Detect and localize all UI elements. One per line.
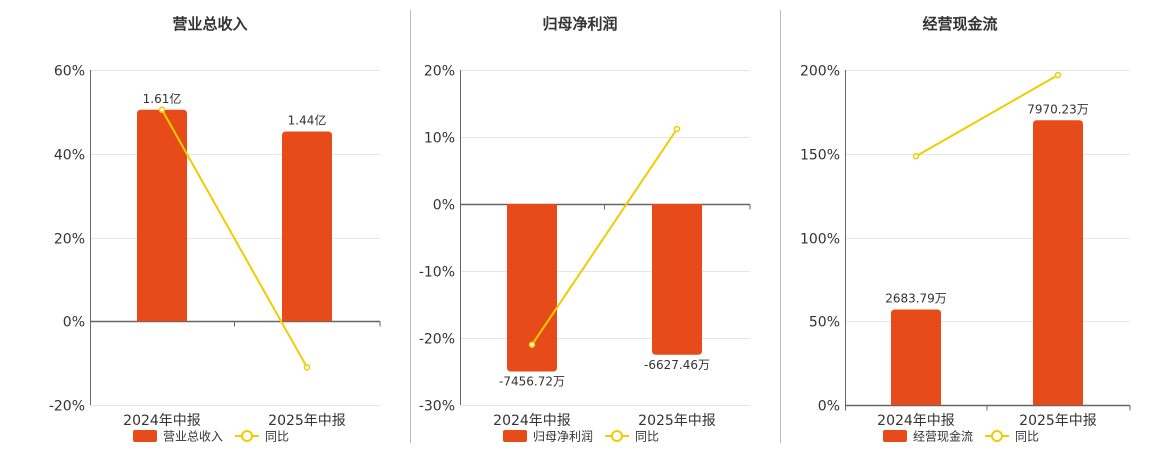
yoy-point <box>303 364 311 371</box>
yoy-line <box>915 74 1059 158</box>
bar-data-label: -7456.72万 <box>499 375 565 389</box>
bar-data-label: 1.44亿 <box>288 113 327 128</box>
legend-line-marker <box>241 430 253 442</box>
x-category-label: 2024年中报 <box>877 413 955 429</box>
y-tick-label: 0% <box>818 399 840 415</box>
bar <box>652 204 702 355</box>
yoy-point <box>673 125 681 133</box>
chart-panel-3: 经营现金流 200% 150% 100% 50% 0% 2024年中报 2025年中报 2683… <box>800 15 1131 444</box>
legend-line-label: 同比 <box>265 430 289 444</box>
bar <box>282 131 332 322</box>
chart-panel-2: 归母净利润 20% 10% 0% -10% -20% -30% 2024年中报 2025年中报 -… <box>419 15 751 444</box>
x-category-label: 2024年中报 <box>493 413 571 429</box>
chart-panel-1: 营业总收入 60% 40% 20% 0% -20% 2024年中报 2025年中报 1.61亿 1… <box>49 15 381 444</box>
bar-data-label: -6627.46万 <box>644 358 710 372</box>
legend-bar-label: 营业总收入 <box>163 430 223 444</box>
y-tick-label: 50% <box>809 315 840 331</box>
legend-line-marker <box>991 430 1003 442</box>
x-category-label: 2024年中报 <box>123 413 201 429</box>
y-tick-label: 0% <box>63 315 85 331</box>
legend-bar-swatch <box>133 430 157 442</box>
y-tick-label: -20% <box>419 332 455 348</box>
y-tick-label: 100% <box>800 232 840 248</box>
yoy-line <box>531 128 678 346</box>
x-category-label: 2025年中报 <box>638 413 716 429</box>
y-tick-label: 60% <box>54 64 85 80</box>
yoy-point <box>528 341 536 348</box>
chart-title: 归母净利润 <box>542 15 617 33</box>
bar <box>137 109 187 322</box>
legend-bar-label: 经营现金流 <box>913 429 973 444</box>
legend-bar-label: 归母净利润 <box>533 430 593 444</box>
yoy-line <box>161 109 308 368</box>
legend-line-label: 同比 <box>1015 430 1039 444</box>
yoy-point <box>158 106 166 114</box>
bar <box>891 309 941 405</box>
bar <box>507 204 557 372</box>
x-category-label: 2025年中报 <box>1019 413 1097 429</box>
y-tick-label: 10% <box>424 131 455 147</box>
yoy-point <box>1054 71 1062 79</box>
y-tick-label: 20% <box>424 64 455 80</box>
bar <box>1033 120 1083 405</box>
legend-line-marker <box>611 430 623 442</box>
y-tick-label: 150% <box>800 148 840 164</box>
bar-data-label: 2683.79万 <box>885 292 947 306</box>
y-tick-label: -30% <box>419 399 455 415</box>
legend-bar-swatch <box>883 430 907 442</box>
y-tick-label: 20% <box>54 232 85 248</box>
bar-data-label: 7970.23万 <box>1027 102 1089 116</box>
bar-data-label: 1.61亿 <box>143 91 182 106</box>
y-tick-label: 40% <box>54 148 85 164</box>
yoy-point <box>912 153 920 160</box>
y-tick-label: 0% <box>433 198 455 214</box>
y-tick-label: 200% <box>800 64 840 80</box>
legend-bar-swatch <box>503 430 527 442</box>
x-category-label: 2025年中报 <box>268 413 346 429</box>
y-tick-label: -20% <box>49 399 85 415</box>
chart-title: 营业总收入 <box>172 15 247 33</box>
y-tick-label: -10% <box>419 265 455 281</box>
legend-line-label: 同比 <box>635 430 659 444</box>
chart-title: 经营现金流 <box>922 15 997 33</box>
